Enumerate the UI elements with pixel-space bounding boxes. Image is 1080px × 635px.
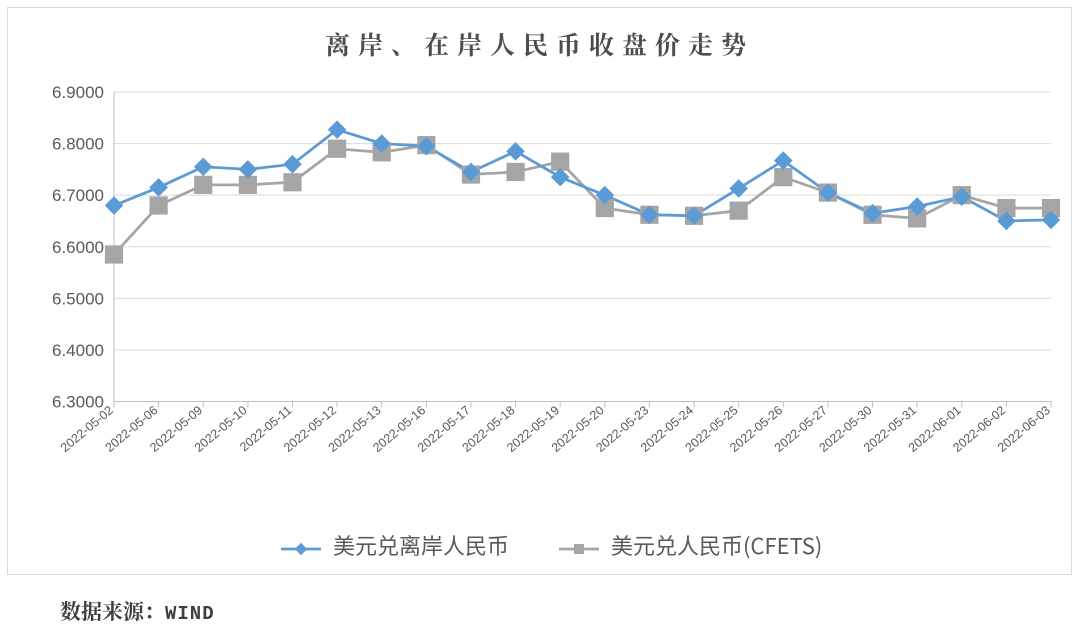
svg-text:6.3000: 6.3000 [52, 393, 104, 412]
svg-text:6.6000: 6.6000 [52, 238, 104, 257]
svg-text:美元兑离岸人民币: 美元兑离岸人民币 [333, 529, 509, 561]
svg-text:6.4000: 6.4000 [52, 341, 104, 360]
svg-text:6.9000: 6.9000 [52, 83, 104, 102]
svg-text:6.7000: 6.7000 [52, 186, 104, 205]
svg-text:6.5000: 6.5000 [52, 289, 104, 308]
svg-text:6.8000: 6.8000 [52, 135, 104, 154]
svg-text:美元兑人民币(CFETS): 美元兑人民币(CFETS) [611, 529, 822, 561]
